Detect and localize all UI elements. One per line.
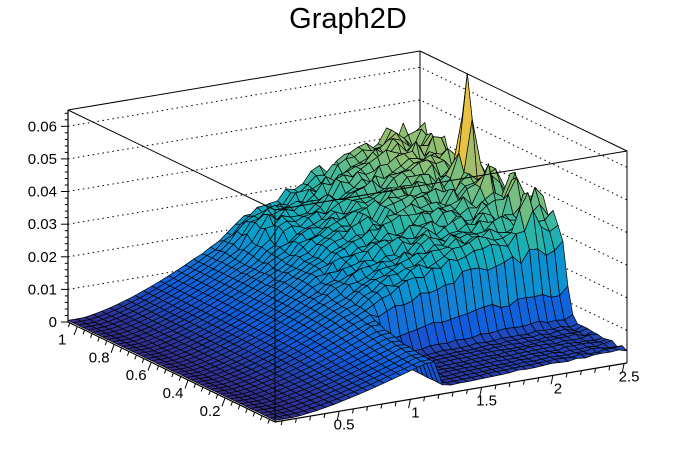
x-tick-label: 1.5 — [476, 392, 497, 409]
x-tick-label: 2 — [554, 380, 562, 397]
z-tick-label: 0.04 — [28, 184, 57, 201]
y-tick-label: 0.8 — [89, 349, 110, 366]
z-tick-label: 0.03 — [28, 216, 57, 233]
y-tick-label: 0.6 — [126, 367, 147, 384]
x-tick-label: 1 — [411, 404, 419, 421]
y-tick-label: 0.4 — [163, 385, 184, 402]
x-axis: 0.5 1 1.5 2 2.5 — [274, 362, 640, 433]
z-tick-label: 0 — [49, 314, 57, 331]
surface-mesh — [67, 73, 628, 421]
z-tick-label: 0.05 — [28, 151, 57, 168]
box-front-edges — [67, 109, 628, 422]
z-tick-label: 0.06 — [28, 118, 57, 135]
plot-title: Graph2D — [289, 3, 407, 35]
z-tick-label: 0.01 — [28, 281, 57, 298]
box-back-edges — [67, 50, 628, 363]
z-axis: 0 0.01 0.02 0.03 0.04 0.05 0.06 — [28, 110, 69, 331]
y-axis: 1 0.8 0.6 0.4 0.2 — [58, 321, 276, 424]
x-tick-label: 0.5 — [334, 416, 355, 433]
y-tick-label: 1 — [58, 332, 66, 349]
y-tick-label: 0.2 — [200, 403, 221, 420]
z-tick-label: 0.02 — [28, 249, 57, 266]
x-tick-label: 2.5 — [619, 369, 640, 386]
